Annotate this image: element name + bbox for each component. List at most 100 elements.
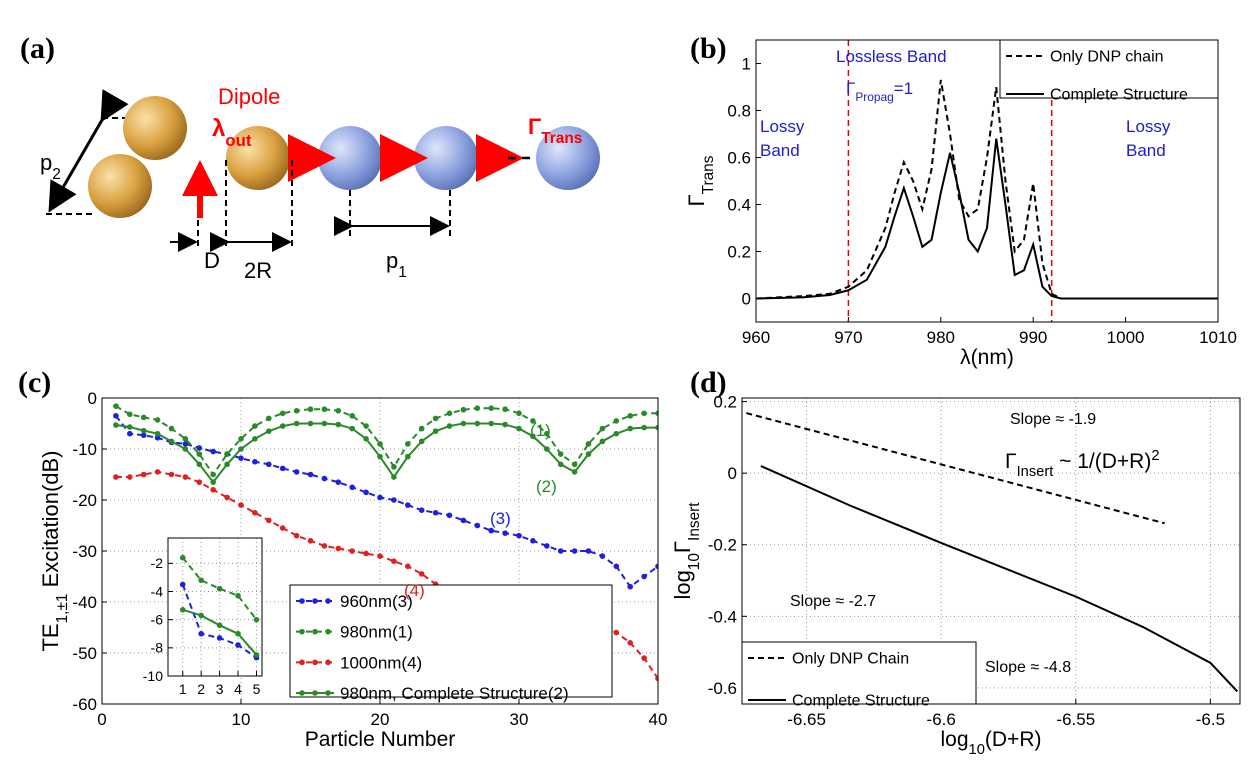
point: [641, 410, 647, 417]
point: [113, 413, 119, 419]
point: [293, 532, 300, 539]
legend-marker: [299, 659, 305, 666]
point: [266, 415, 272, 422]
legend-label: 980nm, Complete Structure(2): [340, 684, 569, 703]
axes-frame: [101, 397, 659, 705]
text-part: 1,±1: [54, 594, 71, 624]
sphere: [318, 126, 382, 190]
point: [655, 424, 658, 431]
point: [405, 563, 411, 570]
point: [446, 410, 453, 417]
point: [252, 423, 258, 429]
point: [557, 548, 564, 554]
annotation: Band: [1126, 141, 1166, 160]
x-tick-label: 20: [371, 710, 390, 729]
point: [655, 675, 658, 682]
point: [377, 553, 383, 559]
sphere: [123, 96, 187, 160]
point: [307, 406, 314, 413]
point: [418, 571, 425, 577]
point: [530, 538, 536, 544]
point: [224, 451, 230, 457]
point: [335, 421, 342, 428]
point: [253, 652, 260, 658]
point: [154, 469, 161, 475]
y-tick-label: -20: [72, 491, 97, 510]
series-line: [115, 422, 658, 484]
point: [432, 415, 439, 422]
point: [154, 417, 161, 423]
annotation: Band: [760, 141, 800, 160]
point: [363, 436, 369, 442]
text-part: Particle Number: [305, 728, 456, 751]
point: [210, 487, 216, 493]
point: [293, 469, 300, 475]
series-line: [115, 405, 658, 477]
point: [544, 543, 550, 549]
point: [544, 430, 550, 437]
point: [113, 403, 119, 409]
y-tick-label: 0.8: [727, 101, 751, 120]
x-tick-label: 40: [649, 710, 668, 729]
series-line: [115, 415, 658, 589]
text-part: Excitation(dB): [38, 450, 63, 593]
x-tick-label: 970: [834, 328, 862, 347]
series-tag: (3): [490, 509, 511, 528]
diagram: (a) Dipole λout ΓTrans p2 D 2R p1: [20, 32, 600, 283]
point: [179, 581, 186, 588]
text-part: Insert: [1017, 464, 1054, 480]
point: [516, 532, 522, 539]
x-tick-label: 980: [927, 328, 955, 347]
point: [349, 548, 356, 554]
point: [585, 451, 592, 457]
legend-marker: [312, 628, 318, 635]
text-part: p: [40, 150, 52, 175]
series-line: [756, 138, 1218, 300]
annotation: Lossless Band: [836, 47, 947, 66]
series-tag: (4): [404, 581, 425, 600]
point: [235, 592, 241, 599]
point: [196, 451, 203, 457]
y-tick-label: -10: [143, 668, 163, 684]
point: [238, 446, 244, 452]
point: [599, 553, 606, 559]
legend-label: Only DNP chain: [1050, 49, 1164, 66]
point: [391, 474, 397, 480]
point: [460, 420, 467, 427]
point: [557, 461, 564, 468]
guide: [197, 160, 451, 246]
annotation: Slope ≈ -2.7: [790, 593, 876, 610]
point: [238, 455, 244, 461]
point: [585, 441, 592, 447]
x-tick-label: -6.5: [1196, 710, 1225, 729]
point: [182, 436, 189, 442]
point: [432, 509, 439, 516]
x-tick-label: -6.6: [927, 710, 956, 729]
point: [405, 502, 411, 508]
point: [224, 494, 230, 501]
point: [198, 577, 204, 584]
point: [198, 630, 204, 637]
y-tick-label: 0.4: [727, 195, 751, 214]
point: [405, 453, 411, 460]
point: [655, 563, 658, 570]
point: [210, 471, 216, 478]
point: [641, 655, 647, 661]
point: [321, 420, 328, 427]
legend-label: 960nm(3): [340, 592, 413, 611]
x-tick-label: 1010: [1199, 328, 1237, 347]
point: [238, 436, 244, 442]
legend-marker: [299, 690, 305, 696]
point: [613, 430, 620, 437]
point: [127, 424, 133, 430]
x-tick-label: -6.55: [1056, 710, 1095, 729]
x-tick-label: 4: [234, 681, 242, 697]
point: [224, 461, 230, 468]
axes-frame: [741, 397, 1241, 705]
point: [335, 545, 342, 552]
point: [279, 525, 286, 531]
point: [216, 622, 223, 629]
point: [154, 434, 161, 441]
sphere: [536, 126, 600, 190]
